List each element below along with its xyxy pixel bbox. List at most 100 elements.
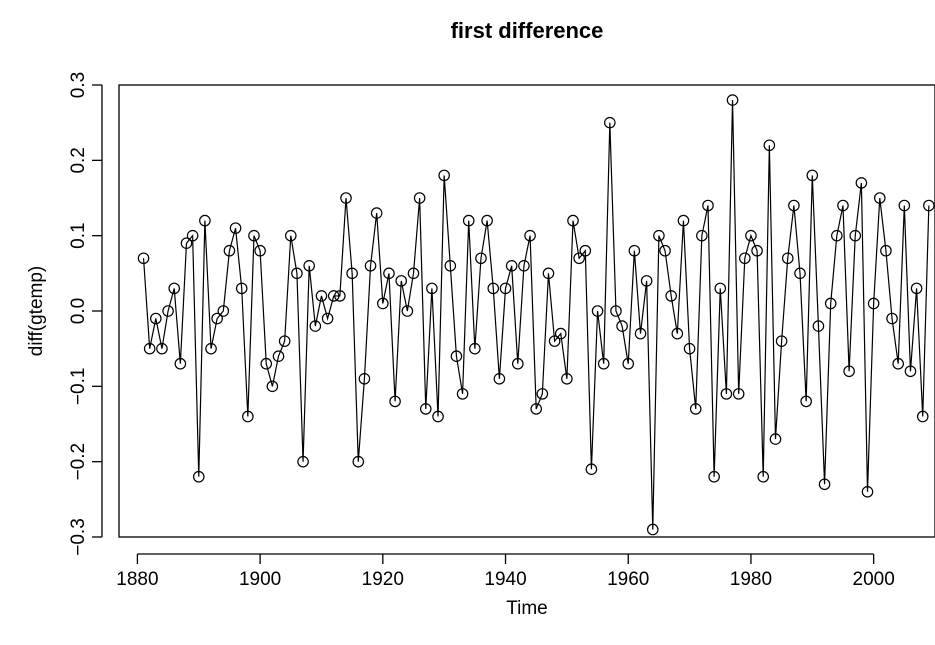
y-tick-label: 0.1 [68, 222, 89, 248]
data-point [524, 229, 536, 242]
data-point [340, 192, 352, 204]
data-point [751, 244, 763, 257]
data-point [174, 357, 187, 370]
data-point [284, 229, 297, 242]
data-point [432, 410, 444, 423]
data-point [278, 335, 291, 347]
data-point [309, 320, 322, 332]
data-point [192, 470, 205, 483]
data-point [573, 252, 585, 265]
data-point [873, 192, 886, 204]
data-point [364, 259, 377, 272]
data-point [800, 395, 812, 408]
data-point [653, 229, 665, 242]
data-point [419, 403, 432, 415]
data-point [511, 357, 524, 370]
data-point [880, 244, 892, 257]
data-point [315, 290, 328, 302]
data-point [837, 199, 849, 212]
data-point [248, 229, 260, 242]
data-point [450, 350, 463, 362]
data-point [186, 229, 199, 242]
data-point [254, 244, 266, 257]
data-point [168, 282, 181, 295]
data-point [223, 244, 236, 257]
data-point [505, 259, 518, 272]
data-point [493, 372, 506, 385]
data-point [665, 290, 677, 302]
data-point [597, 357, 610, 370]
x-tick-label: 1940 [484, 569, 526, 590]
data-point [702, 199, 714, 212]
x-tick-label: 1920 [362, 569, 404, 590]
data-point [916, 410, 929, 423]
data-point [536, 388, 549, 400]
y-axis-label: diff(gtemp) [26, 266, 47, 356]
data-point [162, 305, 174, 317]
data-point [855, 177, 868, 189]
data-point [824, 297, 837, 310]
data-point [622, 357, 635, 370]
x-tick-label: 1960 [607, 569, 649, 590]
data-point [726, 94, 739, 106]
data-point [260, 357, 273, 370]
data-point [297, 455, 309, 468]
data-point [579, 244, 592, 257]
data-point [775, 335, 788, 347]
data-point [150, 312, 162, 325]
x-tick-label: 1880 [116, 569, 158, 590]
data-point [518, 259, 530, 272]
y-tick-label: 0.0 [68, 298, 89, 324]
data-point [646, 523, 659, 536]
data-point [898, 199, 911, 212]
data-point [745, 229, 757, 242]
data-point [413, 192, 426, 204]
data-point [303, 259, 315, 272]
data-point [806, 169, 819, 182]
data-point [843, 365, 855, 378]
data-point [272, 350, 285, 362]
data-point [548, 335, 561, 347]
data-point [567, 214, 579, 227]
data-point [689, 403, 702, 415]
data-point [205, 342, 217, 355]
x-tick-label: 2000 [853, 569, 895, 590]
y-tick-label: 0.3 [68, 72, 89, 98]
data-point [346, 267, 358, 280]
y-tick-label: 0.2 [68, 147, 89, 173]
data-point [714, 282, 727, 295]
data-point [229, 222, 242, 234]
data-point [671, 327, 684, 340]
data-point [137, 252, 150, 265]
series-layer [137, 94, 935, 536]
y-tick-label: −0.2 [68, 443, 89, 481]
data-point [211, 312, 223, 325]
data-point [886, 312, 898, 325]
data-point [401, 305, 414, 317]
data-point [291, 267, 303, 280]
data-point [696, 229, 708, 242]
data-point [542, 267, 555, 280]
data-point [720, 388, 733, 400]
series-line [142, 100, 930, 530]
data-point [818, 478, 831, 491]
chart-title: first difference [451, 18, 604, 43]
data-point [383, 267, 395, 280]
data-point [923, 199, 935, 212]
data-point [475, 252, 487, 265]
data-point [530, 403, 543, 415]
data-point [788, 199, 800, 212]
data-point [487, 282, 500, 295]
data-point [481, 214, 493, 227]
data-point [462, 214, 475, 227]
data-point [904, 365, 917, 378]
data-point [456, 388, 469, 400]
data-point [867, 297, 880, 310]
data-point [861, 485, 874, 498]
data-point [352, 455, 365, 468]
data-point [610, 305, 622, 317]
data-point [659, 244, 671, 257]
data-point [469, 342, 481, 355]
data-point [426, 282, 438, 295]
